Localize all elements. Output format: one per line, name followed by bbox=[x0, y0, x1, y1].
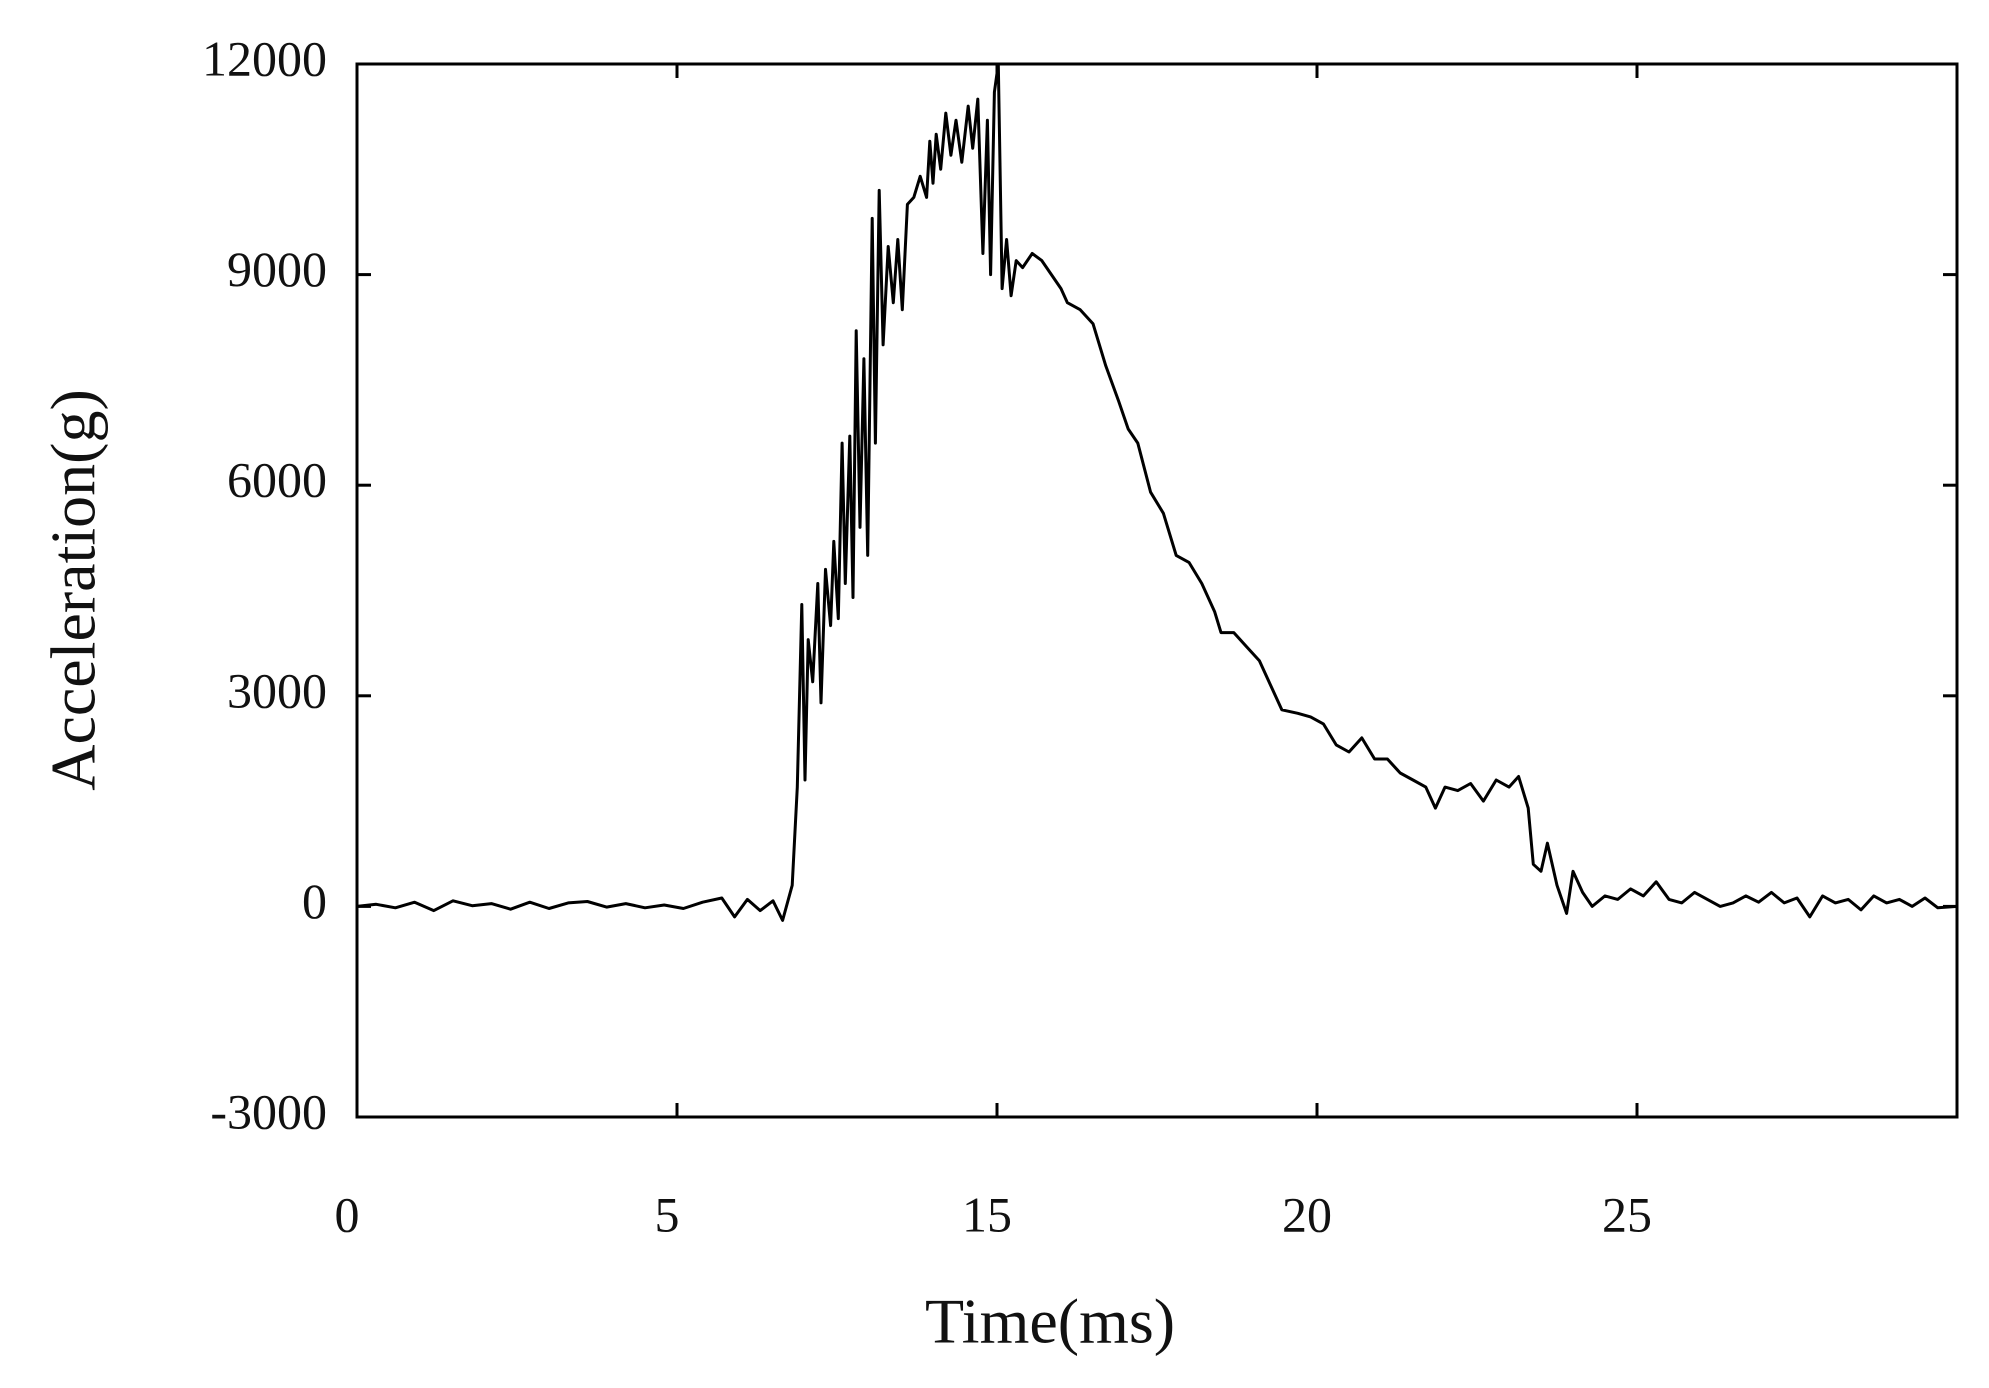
y-tick-label: 0 bbox=[302, 873, 327, 929]
y-tick-label: 3000 bbox=[227, 662, 327, 718]
y-axis-label: Acceleration(g) bbox=[38, 389, 109, 791]
x-tick-label: 15 bbox=[962, 1186, 1012, 1242]
x-tick-label: 0 bbox=[335, 1186, 360, 1242]
y-tick-label: -3000 bbox=[210, 1083, 327, 1139]
x-axis-label: Time(ms) bbox=[925, 1286, 1175, 1357]
plot-frame bbox=[355, 62, 1959, 1119]
x-tick-label: 25 bbox=[1602, 1186, 1652, 1242]
y-tick-label: 6000 bbox=[227, 452, 327, 508]
x-tick-label: 20 bbox=[1282, 1186, 1332, 1242]
data-line bbox=[356, 62, 1958, 922]
y-tick-label: 12000 bbox=[202, 30, 327, 86]
x-tick-label: 5 bbox=[655, 1186, 680, 1242]
y-tick-label: 9000 bbox=[227, 241, 327, 297]
